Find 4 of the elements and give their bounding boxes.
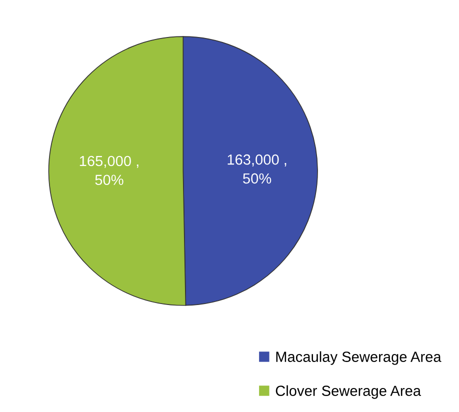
data-label: 165,000 , 50%	[80, 156, 138, 186]
data-label: 163,000 , 50%	[228, 154, 286, 184]
legend-label: Macaulay Sewerage Area	[276, 351, 442, 365]
legend-label: Clover Sewerage Area	[276, 385, 422, 399]
